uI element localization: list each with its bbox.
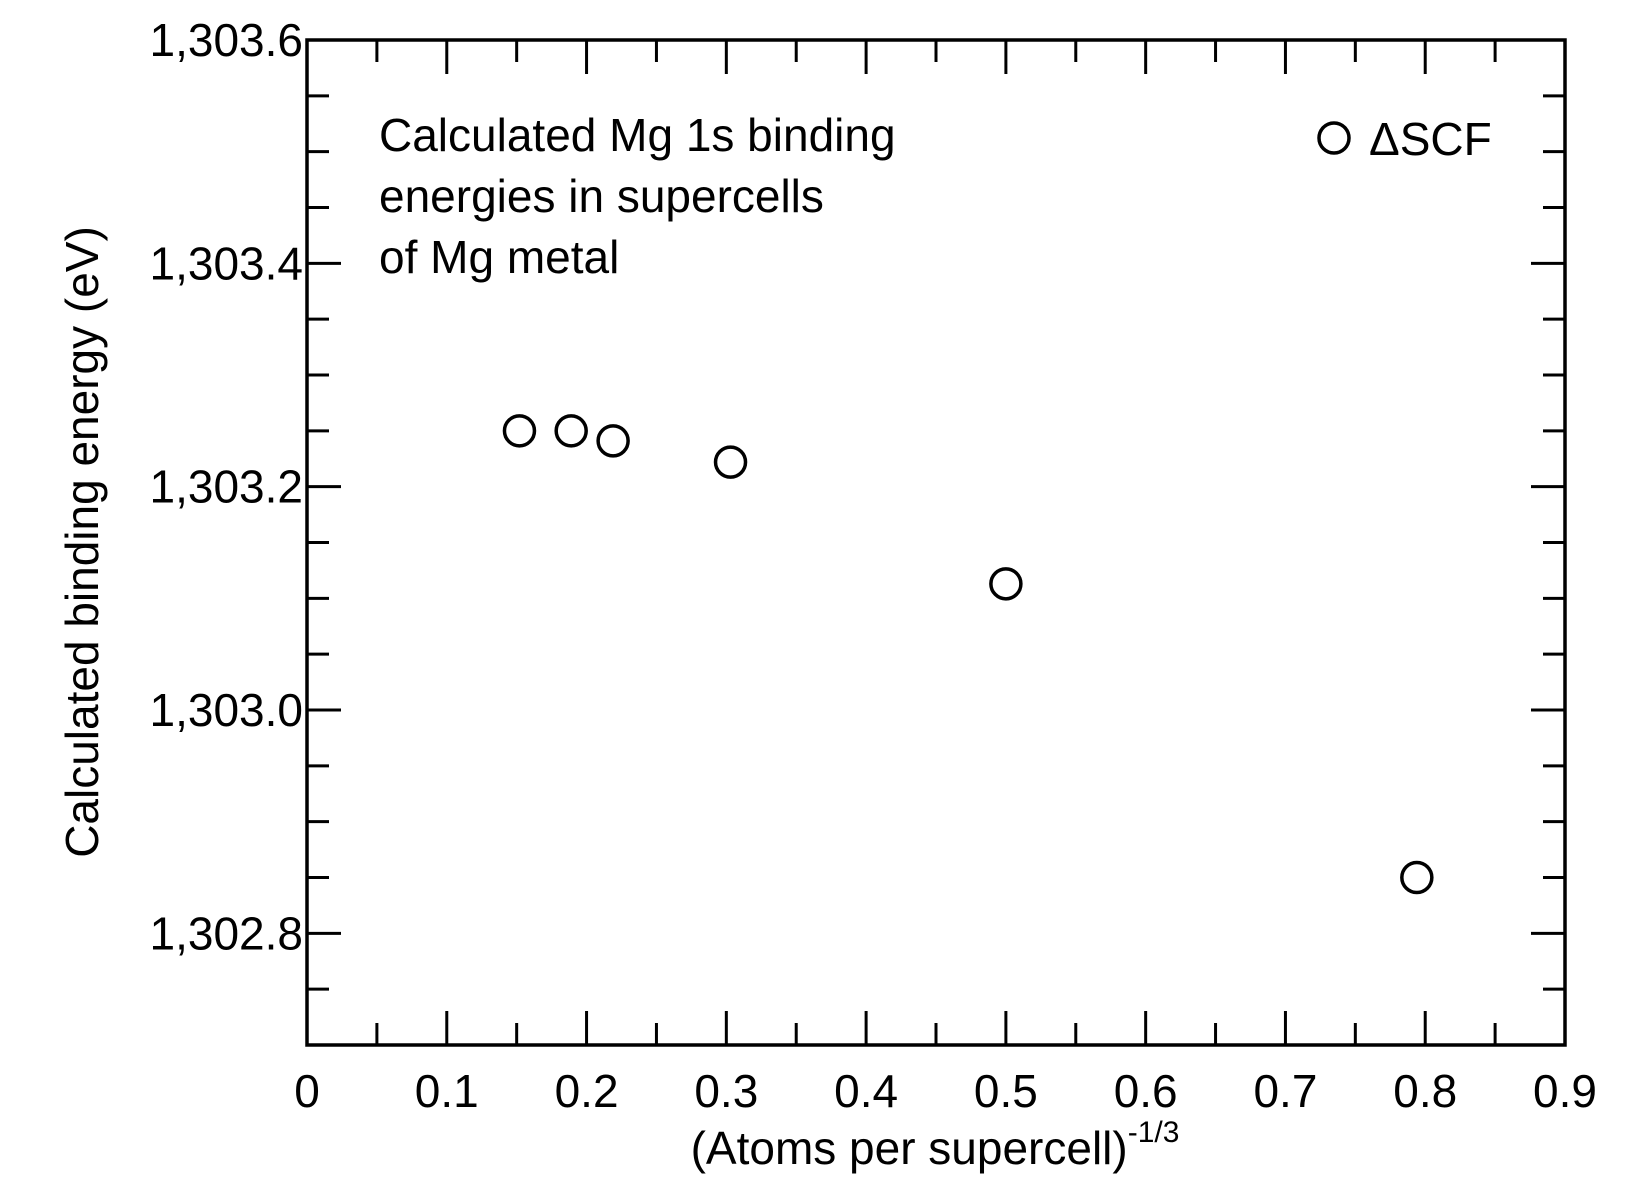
x-tick-labels: 0 0.1 0.2 0.3 0.4 0.5 0.6 0.7 0.8 0.9	[294, 1065, 1597, 1117]
data-point	[1400, 860, 1434, 895]
minor-ticks	[307, 40, 1565, 1045]
y-tick-label: 1,302.8	[150, 907, 303, 959]
y-tick-label: 1,303.2	[150, 461, 303, 513]
legend-marker	[1317, 121, 1351, 155]
x-axis-label-main: (Atoms per supercell)	[691, 1122, 1128, 1174]
y-tick-label: 1,303.4	[150, 237, 303, 289]
x-tick-label: 0.4	[834, 1065, 898, 1117]
y-tick-label: 1,303.6	[150, 14, 303, 66]
y-axis-label: Calculated binding energy (eV)	[56, 226, 108, 858]
data-point	[502, 414, 537, 448]
data-point	[554, 414, 588, 448]
x-axis-label-superscript: -1/3	[1128, 1116, 1180, 1149]
x-tick-label: 0.3	[694, 1065, 758, 1117]
x-tick-label: 0.7	[1253, 1065, 1317, 1117]
y-tick-labels: 1,302.8 1,303.0 1,303.2 1,303.4 1,303.6	[150, 14, 303, 959]
data-point	[989, 567, 1023, 601]
data-points	[502, 414, 1434, 895]
data-point	[596, 424, 630, 458]
x-tick-label: 0.1	[415, 1065, 479, 1117]
x-tick-label: 0	[294, 1065, 320, 1117]
data-point	[713, 445, 748, 479]
legend: ΔSCF	[1317, 113, 1492, 165]
plot-frame	[305, 38, 1567, 1047]
y-tick-label: 1,303.0	[150, 684, 303, 736]
x-tick-label: 0.9	[1533, 1065, 1597, 1117]
x-tick-label: 0.2	[555, 1065, 619, 1117]
annotation-line-1: Calculated Mg 1s binding	[379, 109, 896, 161]
legend-label: ΔSCF	[1369, 113, 1492, 165]
x-tick-label: 0.5	[974, 1065, 1038, 1117]
annotation-line-3: of Mg metal	[379, 231, 619, 283]
annotation-line-2: energies in supercells	[379, 170, 824, 222]
x-tick-label: 0.6	[1114, 1065, 1178, 1117]
x-tick-label: 0.8	[1393, 1065, 1457, 1117]
x-axis-label: (Atoms per supercell)-1/3	[691, 1116, 1180, 1174]
